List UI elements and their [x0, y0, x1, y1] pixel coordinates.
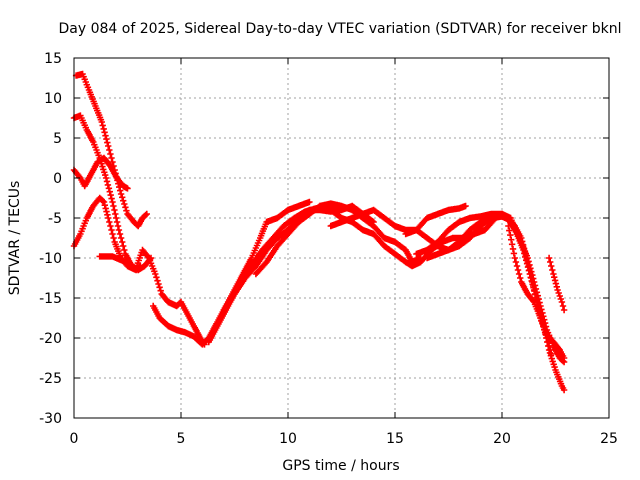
x-tick-label: 0	[70, 431, 79, 447]
y-tick-label: -5	[48, 211, 62, 227]
y-tick-label: -20	[39, 331, 62, 347]
series-track-i	[252, 200, 424, 278]
data-marks	[70, 70, 568, 394]
series-track-n	[423, 213, 555, 358]
y-tick-label: -30	[39, 411, 62, 427]
y-tick-label: 0	[53, 171, 62, 187]
series-track-b	[70, 112, 155, 274]
scatter-points	[505, 222, 568, 362]
plot-frame	[73, 57, 610, 419]
scatter-points	[423, 213, 555, 358]
y-tick-label: -15	[39, 291, 62, 307]
scatter-points	[545, 254, 568, 314]
x-tick-label: 5	[177, 431, 186, 447]
y-tick-label: 10	[44, 91, 62, 107]
x-tick-label: 25	[600, 431, 618, 447]
axis-ticks	[73, 57, 610, 419]
series-track-g	[205, 202, 341, 346]
series-track-l	[402, 213, 568, 366]
series-track-p	[545, 254, 568, 314]
series-track-d	[70, 194, 144, 274]
grid-lines	[74, 58, 609, 418]
y-axis-label: SDTVAR / TECUs	[7, 181, 23, 296]
series-track-c	[70, 154, 131, 192]
chart-title: Day 084 of 2025, Sidereal Day-to-day VTE…	[59, 21, 622, 37]
scatter-points	[70, 194, 144, 274]
series-track-m	[413, 210, 568, 394]
scatter-points	[327, 202, 469, 234]
y-tick-label: 15	[44, 51, 62, 67]
y-tick-label: -25	[39, 371, 62, 387]
series-track-o	[505, 222, 568, 362]
y-tick-labels: -30 -25 -20 -15 -10 -5 0 5 10 15	[39, 51, 62, 427]
y-tick-label: 5	[53, 131, 62, 147]
y-tick-label: -10	[39, 251, 62, 267]
scatter-points	[70, 154, 131, 192]
scatter-points	[413, 210, 568, 394]
x-tick-label: 15	[386, 431, 404, 447]
x-tick-label: 20	[493, 431, 511, 447]
scatter-points	[252, 200, 424, 278]
scatter-points	[70, 112, 155, 274]
x-tick-label: 10	[279, 431, 297, 447]
scatter-points	[205, 202, 341, 346]
x-axis-label: GPS time / hours	[282, 458, 399, 474]
series-track-e	[96, 246, 208, 348]
x-tick-labels: 0 5 10 15 20 25	[70, 431, 618, 447]
scatter-points	[96, 246, 208, 348]
scatter-points	[402, 213, 568, 366]
series-track-k	[327, 202, 469, 234]
